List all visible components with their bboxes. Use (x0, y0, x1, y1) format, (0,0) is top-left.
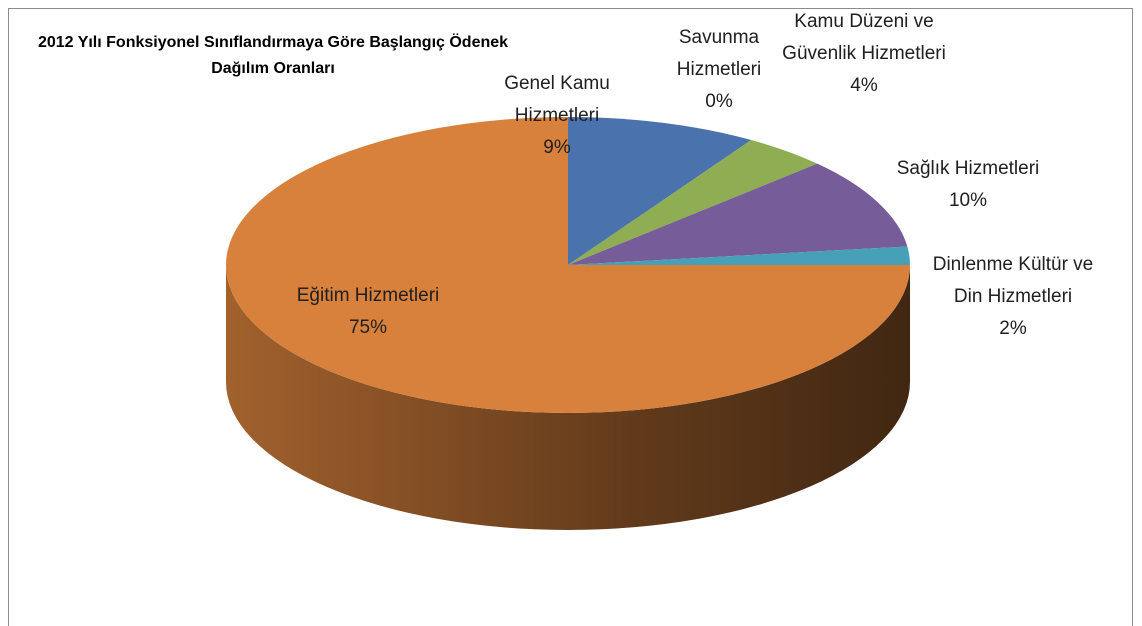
value-label: 0% (705, 91, 733, 112)
pie-sides (226, 265, 910, 530)
chart-title: 2012 Yılı Fonksiyonel Sınıflandırmaya Gö… (37, 34, 509, 77)
data-label: Genel Kamu Hizmetleri 9% (482, 68, 632, 164)
value-label: 10% (948, 190, 988, 211)
value-label: 4% (850, 75, 878, 96)
value-label: 2% (999, 318, 1027, 339)
data-label: Sağlık Hizmetleri 10% (863, 153, 1073, 217)
category-label: Genel Kamu Hizmetleri (504, 73, 610, 126)
category-label: Kamu Düzeni ve Güvenlik Hizmetleri (782, 11, 946, 64)
pie-tops (226, 117, 910, 413)
category-label: Savunma Hizmetleri (676, 27, 762, 80)
value-label: 75% (348, 317, 388, 338)
slice (568, 246, 910, 265)
slice-side (226, 265, 910, 530)
data-label: Dinlenme Kültür ve Din Hizmetleri 2% (918, 249, 1108, 345)
data-label: Kamu Düzeni ve Güvenlik Hizmetleri 4% (769, 6, 959, 102)
data-label: Eğitim Hizmetleri 75% (258, 280, 478, 344)
slice (568, 117, 752, 265)
value-label: 9% (543, 137, 571, 158)
category-label: Eğitim Hizmetleri (296, 285, 440, 306)
data-label: Savunma Hizmetleri 0% (659, 22, 779, 118)
slice (568, 140, 818, 265)
category-label: Sağlık Hizmetleri (896, 158, 1040, 179)
slice (568, 163, 908, 265)
slice (226, 117, 910, 413)
category-label: Dinlenme Kültür ve Din Hizmetleri (932, 254, 1094, 307)
